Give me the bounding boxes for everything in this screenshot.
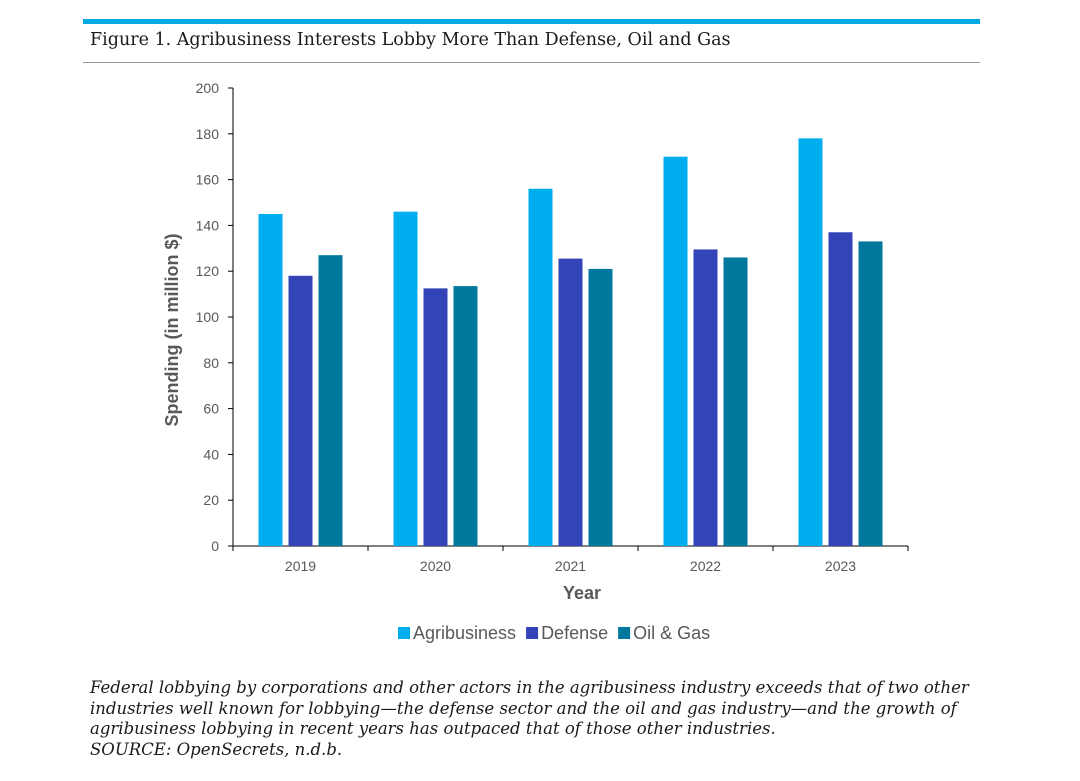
y-tick-label: 100 xyxy=(196,309,220,325)
x-tick-label: 2021 xyxy=(555,558,586,574)
legend-swatch xyxy=(618,627,631,639)
y-tick-label: 120 xyxy=(196,263,220,279)
y-tick-label: 60 xyxy=(203,401,219,417)
legend-label: Defense xyxy=(541,623,608,643)
x-axis-title: Year xyxy=(563,583,601,603)
legend-label: Oil & Gas xyxy=(633,623,710,643)
bar-chart: 0 20 40 60 80 100 120 140 160 180 200 2019 2020 2021… xyxy=(162,80,909,643)
legend-swatch xyxy=(526,627,539,639)
bar-agribusiness-2020 xyxy=(393,211,418,546)
bar-defense-2022 xyxy=(693,249,718,546)
bar-agribusiness-2023 xyxy=(798,138,823,546)
legend-label: Agribusiness xyxy=(413,623,516,643)
x-tick-label: 2022 xyxy=(690,558,721,574)
y-tick-label: 80 xyxy=(203,355,219,371)
x-tick-label: 2019 xyxy=(285,558,316,574)
bar-oil-gas-2022 xyxy=(723,257,748,546)
bar-agribusiness-2021 xyxy=(528,188,553,546)
bar-defense-2020 xyxy=(423,288,448,546)
figure-title: Figure 1. Agribusiness Interests Lobby M… xyxy=(90,30,731,50)
y-tick-label: 160 xyxy=(196,172,220,188)
bar-defense-2019 xyxy=(288,275,313,546)
title-divider xyxy=(83,62,980,63)
bar-defense-2021 xyxy=(558,258,583,546)
y-axis: 0 20 40 60 80 100 120 140 160 180 200 xyxy=(196,80,234,554)
bars-group xyxy=(258,138,883,547)
y-tick-label: 0 xyxy=(211,538,219,554)
caption-text: Federal lobbying by corporations and oth… xyxy=(90,678,969,738)
y-tick-label: 180 xyxy=(196,126,220,142)
y-tick-label: 40 xyxy=(203,446,219,462)
legend: Agribusiness Defense Oil & Gas xyxy=(398,623,710,643)
bar-oil-gas-2020 xyxy=(453,286,478,546)
x-tick-label: 2020 xyxy=(420,558,451,574)
bar-oil-gas-2021 xyxy=(588,268,613,546)
bar-defense-2023 xyxy=(828,232,853,546)
bar-oil-gas-2023 xyxy=(858,241,883,546)
source-note: SOURCE: OpenSecrets, n.d.b. xyxy=(90,739,343,759)
y-tick-label: 140 xyxy=(196,217,220,233)
legend-swatch xyxy=(398,627,410,639)
x-tick-label: 2023 xyxy=(825,558,856,574)
figure-caption-block: Federal lobbying by corporations and oth… xyxy=(90,678,990,760)
bar-agribusiness-2019 xyxy=(258,213,283,546)
bar-agribusiness-2022 xyxy=(663,156,688,546)
y-tick-label: 200 xyxy=(196,80,220,96)
y-axis-title: Spending (in million $) xyxy=(162,234,182,427)
y-tick-label: 20 xyxy=(203,492,219,508)
top-accent-rule xyxy=(83,19,980,24)
x-axis: 2019 2020 2021 2022 2023 xyxy=(232,545,909,574)
bar-oil-gas-2019 xyxy=(318,255,343,547)
